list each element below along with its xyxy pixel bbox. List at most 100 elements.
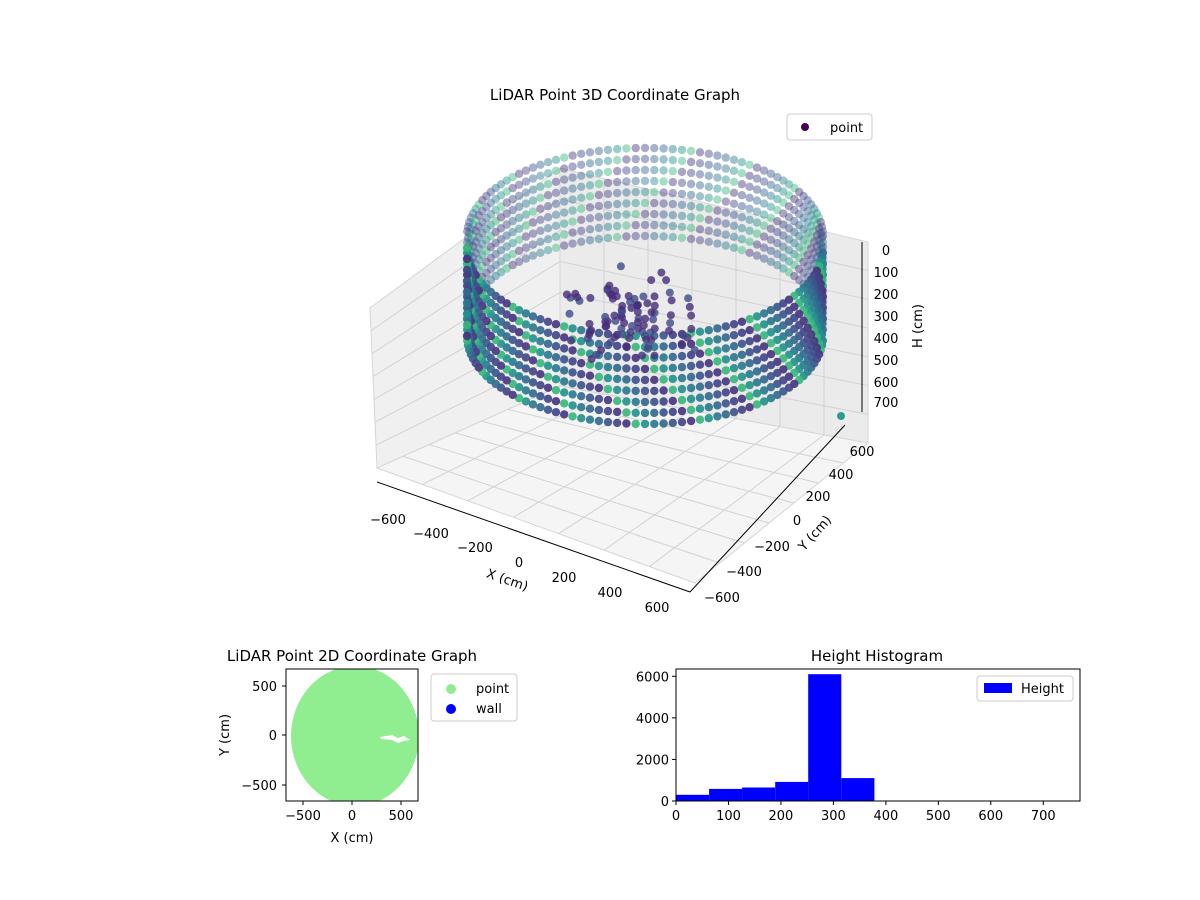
point-marker bbox=[677, 200, 687, 210]
y-tick-label: 200 bbox=[806, 490, 831, 505]
point-marker bbox=[677, 395, 687, 405]
point-marker bbox=[622, 155, 631, 164]
point-marker bbox=[766, 394, 776, 403]
point-marker bbox=[543, 235, 553, 244]
point-marker bbox=[759, 166, 769, 175]
point-marker bbox=[486, 242, 495, 252]
point-marker bbox=[729, 166, 739, 175]
point-marker bbox=[491, 183, 500, 193]
histogram-bars bbox=[672, 674, 1044, 805]
point-marker bbox=[665, 288, 674, 297]
point-marker bbox=[713, 217, 722, 226]
point-marker bbox=[631, 364, 640, 374]
point-marker bbox=[668, 341, 677, 351]
point-marker bbox=[704, 204, 713, 213]
point-marker bbox=[521, 177, 531, 186]
point-marker bbox=[779, 187, 788, 196]
point-marker bbox=[585, 382, 595, 391]
point-marker bbox=[745, 204, 754, 213]
point-marker bbox=[810, 237, 819, 246]
point-marker bbox=[737, 394, 747, 403]
point-marker bbox=[613, 177, 622, 187]
chart-3d-title: LiDAR Point 3D Coordinate Graph bbox=[490, 86, 740, 104]
y-ticks-2d: 500 0 −500 bbox=[241, 680, 286, 794]
point-marker bbox=[790, 271, 799, 281]
point-marker bbox=[807, 244, 816, 253]
point-marker bbox=[594, 234, 604, 244]
y-tick-label-hist: 6000 bbox=[636, 670, 669, 685]
point-marker bbox=[795, 242, 804, 252]
point-marker bbox=[613, 385, 622, 395]
point-marker bbox=[631, 143, 640, 153]
point-marker bbox=[752, 185, 762, 194]
legend-wall-marker bbox=[446, 704, 456, 714]
point-marker bbox=[585, 181, 595, 190]
x-tick-label-2d: 0 bbox=[348, 809, 356, 824]
point-marker bbox=[721, 344, 730, 353]
point-marker bbox=[640, 187, 650, 197]
point-marker bbox=[543, 180, 553, 189]
point-marker bbox=[729, 386, 739, 395]
point-marker bbox=[560, 410, 569, 419]
chart-histogram: Height Histogram 0 100 200 300 400 500 6… bbox=[636, 647, 1081, 824]
point-marker bbox=[462, 331, 472, 341]
point-marker bbox=[585, 415, 595, 424]
x-tick-label-hist: 700 bbox=[1031, 809, 1056, 824]
point-marker bbox=[766, 257, 776, 266]
point-marker bbox=[803, 251, 812, 260]
point-marker bbox=[551, 353, 561, 362]
z-tick-label: 400 bbox=[874, 332, 899, 347]
point-marker bbox=[695, 393, 705, 402]
point-marker bbox=[668, 407, 677, 417]
gap-region bbox=[380, 735, 410, 743]
point-marker bbox=[514, 306, 524, 315]
point-marker bbox=[551, 221, 561, 230]
point-marker bbox=[536, 171, 545, 180]
point-marker bbox=[508, 249, 517, 259]
point-marker bbox=[729, 210, 739, 219]
point-marker bbox=[759, 199, 769, 208]
point-marker bbox=[752, 240, 762, 249]
point-marker bbox=[650, 419, 659, 429]
point-marker bbox=[721, 366, 730, 375]
point-marker bbox=[721, 322, 730, 331]
point-marker bbox=[659, 419, 668, 428]
point-marker bbox=[779, 242, 788, 251]
point-marker bbox=[491, 271, 500, 281]
point-marker bbox=[799, 224, 808, 234]
point-marker bbox=[799, 202, 808, 212]
point-marker bbox=[521, 342, 531, 351]
point-marker bbox=[482, 268, 491, 278]
point-marker bbox=[462, 309, 472, 319]
point-marker bbox=[471, 215, 480, 224]
point-marker bbox=[812, 220, 822, 229]
point-marker bbox=[704, 403, 713, 412]
point-marker bbox=[551, 199, 561, 208]
point-marker bbox=[695, 338, 705, 347]
point-marker bbox=[616, 262, 625, 271]
point-marker bbox=[463, 227, 472, 236]
point-marker bbox=[795, 264, 804, 274]
point-marker bbox=[491, 216, 500, 226]
point-marker bbox=[795, 220, 804, 230]
point-marker bbox=[568, 324, 577, 333]
point-marker bbox=[618, 301, 627, 310]
histogram-bar bbox=[742, 787, 776, 801]
pane-floor bbox=[375, 385, 870, 584]
point-marker bbox=[528, 174, 538, 183]
point-marker bbox=[803, 240, 812, 249]
point-marker bbox=[721, 197, 730, 206]
point-marker bbox=[659, 199, 668, 208]
point-marker bbox=[631, 176, 640, 186]
point-marker bbox=[594, 212, 604, 222]
point-marker bbox=[752, 367, 762, 376]
point-marker bbox=[486, 264, 495, 274]
plot-area-2d bbox=[291, 669, 418, 801]
point-marker bbox=[594, 190, 604, 200]
z-tick-label: 100 bbox=[874, 266, 899, 281]
point-marker bbox=[721, 333, 730, 342]
point-marker bbox=[766, 383, 776, 392]
point-marker bbox=[713, 173, 722, 182]
point-marker bbox=[560, 241, 569, 250]
point-marker bbox=[737, 169, 747, 178]
